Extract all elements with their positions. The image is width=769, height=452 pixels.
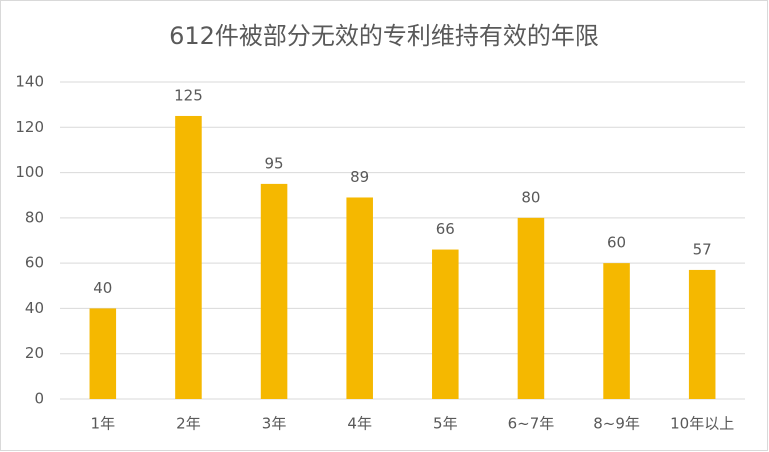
x-tick-label: 5年 xyxy=(433,415,458,433)
y-tick-label: 80 xyxy=(25,208,44,226)
data-label: 60 xyxy=(607,234,626,252)
x-tick-label: 6~7年 xyxy=(508,415,555,433)
bar xyxy=(175,115,202,399)
x-tick-label: 1年 xyxy=(91,415,116,433)
x-tick-label: 8~9年 xyxy=(593,415,640,433)
x-tick-label: 2年 xyxy=(176,415,201,433)
bar xyxy=(89,308,117,399)
y-tick-label: 100 xyxy=(15,163,44,181)
y-tick-label: 40 xyxy=(25,299,44,317)
bar xyxy=(688,269,716,399)
x-tick-label: 4年 xyxy=(347,415,372,433)
data-label: 125 xyxy=(174,86,203,104)
y-tick-label: 120 xyxy=(15,118,44,136)
y-tick-label: 20 xyxy=(25,344,44,362)
chart-title: 612件被部分无效的专利维持有效的年限 xyxy=(169,22,599,50)
data-label: 95 xyxy=(265,154,284,172)
y-tick-label: 0 xyxy=(34,390,44,408)
bar xyxy=(603,263,630,399)
data-label: 40 xyxy=(93,279,112,297)
bar xyxy=(346,197,373,399)
data-label: 66 xyxy=(436,220,455,238)
bar xyxy=(517,217,545,399)
data-label: 80 xyxy=(521,188,540,206)
data-label: 57 xyxy=(693,240,712,258)
x-tick-label: 3年 xyxy=(262,415,287,433)
bar xyxy=(432,249,459,399)
y-tick-label: 140 xyxy=(15,73,44,91)
bar xyxy=(260,183,288,399)
data-label: 89 xyxy=(350,168,369,186)
y-tick-label: 60 xyxy=(25,254,44,272)
x-tick-label: 10年以上 xyxy=(670,415,734,433)
